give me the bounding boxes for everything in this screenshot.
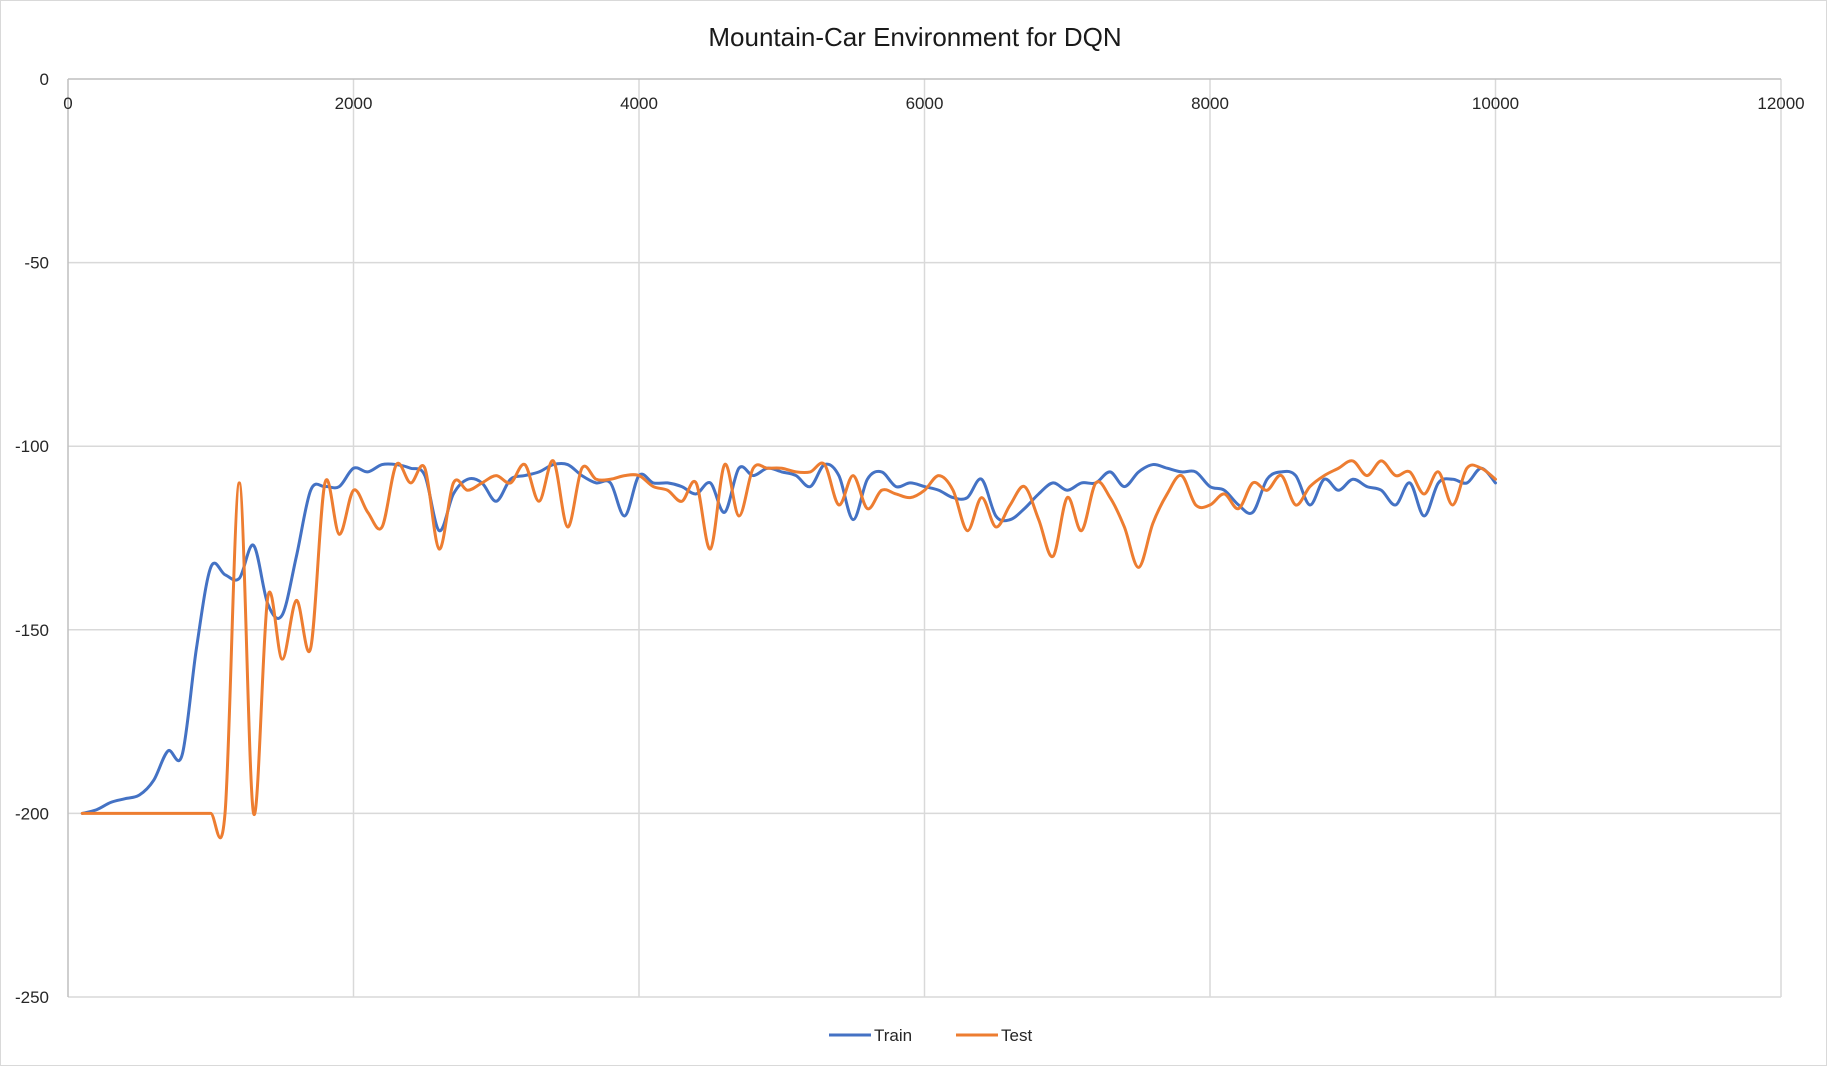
x-tick-label: 6000 <box>906 94 944 113</box>
x-tick-label: 10000 <box>1472 94 1519 113</box>
legend-label: Train <box>874 1026 912 1045</box>
y-tick-label: 0 <box>40 70 49 89</box>
legend-label: Test <box>1001 1026 1032 1045</box>
y-tick-label: -200 <box>15 804 49 823</box>
gridlines <box>67 78 1782 998</box>
y-axis-tick-labels: 0 -50 -100 -150 -200 -250 <box>15 70 49 1007</box>
series-lines <box>80 459 1497 840</box>
legend-item-test: Test <box>956 1026 1032 1045</box>
legend: Train Test <box>829 1026 1032 1045</box>
x-tick-label: 2000 <box>335 94 373 113</box>
x-tick-label: 8000 <box>1191 94 1229 113</box>
y-tick-label: -250 <box>15 988 49 1007</box>
y-tick-label: -100 <box>15 437 49 456</box>
x-tick-label: 0 <box>63 94 72 113</box>
y-tick-label: -150 <box>15 621 49 640</box>
series-line-train <box>80 461 1497 815</box>
y-tick-label: -50 <box>24 254 49 273</box>
x-tick-label: 12000 <box>1757 94 1804 113</box>
x-axis-tick-labels: 0 2000 4000 6000 8000 10000 12000 <box>63 94 1804 113</box>
chart-title: Mountain-Car Environment for DQN <box>708 22 1121 52</box>
x-tick-label: 4000 <box>620 94 658 113</box>
legend-item-train: Train <box>829 1026 912 1045</box>
series-line-test <box>80 459 1497 840</box>
